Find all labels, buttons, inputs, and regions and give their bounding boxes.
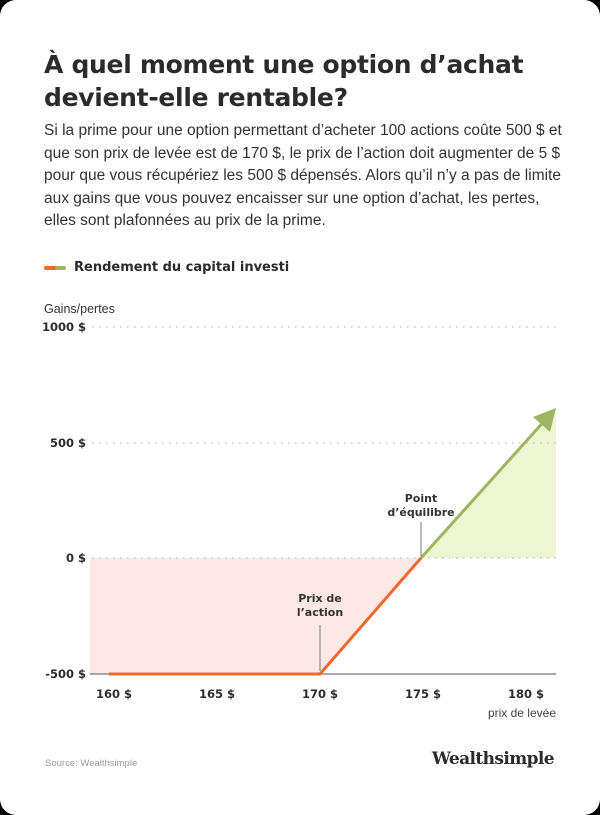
x-tick-175: 175 $ xyxy=(405,687,441,701)
x-tick-180: 180 $ xyxy=(508,687,544,701)
y-tick-0: 0 $ xyxy=(66,551,86,565)
breakeven-annotation-line1: Point xyxy=(405,492,437,505)
x-tick-170: 170 $ xyxy=(302,687,338,701)
legend-label: Rendement du capital investi xyxy=(74,260,290,275)
legend-swatch-icon xyxy=(44,265,66,270)
strike-annotation-line2: l’action xyxy=(297,606,343,619)
source-note: Source: Wealthsimple xyxy=(45,758,138,769)
x-tick-160: 160 $ xyxy=(96,687,132,701)
x-axis-title: prix de levée xyxy=(488,706,556,720)
y-tick-500: 500 $ xyxy=(50,436,86,450)
intro-paragraph: Si la prime pour une option permettant d… xyxy=(44,122,562,229)
y-tick-neg500: -500 $ xyxy=(45,667,86,681)
page-title: À quel moment une option d’achat devient… xyxy=(44,50,524,112)
arrow-head-icon xyxy=(533,408,556,432)
gridlines xyxy=(92,326,556,559)
x-tick-165: 165 $ xyxy=(199,687,235,701)
gain-line xyxy=(419,416,549,560)
breakeven-annotation-line2: d’équilibre xyxy=(387,506,454,519)
y-axis-title: Gains/pertes xyxy=(44,302,115,316)
strike-annotation-line1: Prix de xyxy=(298,592,342,605)
legend: Rendement du capital investi xyxy=(44,260,289,275)
brand-logo: Wealthsimple xyxy=(431,749,555,769)
y-tick-1000: 1000 $ xyxy=(42,320,86,334)
loss-line xyxy=(109,557,423,676)
